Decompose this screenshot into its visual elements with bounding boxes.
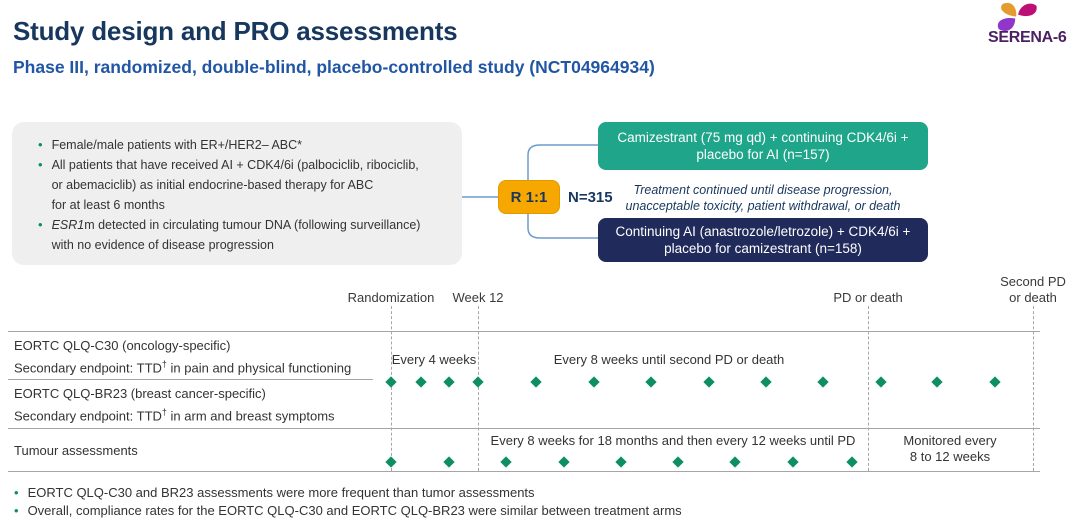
pro-marker-diamond <box>385 376 397 388</box>
milestone-label: Second PD or death <box>1000 274 1066 305</box>
milestone-dashed-line <box>1033 306 1034 471</box>
arm-camizestrant-box: Camizestrant (75 mg qd) + continuing CDK… <box>598 122 928 170</box>
tumour-marker-diamond <box>729 456 741 468</box>
milestone-dashed-line <box>868 306 869 471</box>
eligibility-bullet: • ESR1m detected in circulating tumour D… <box>38 215 454 255</box>
tumour-interval-label-2-line1: Monitored every <box>903 433 997 448</box>
pro-marker-diamond <box>443 376 455 388</box>
pro-marker-diamond <box>875 376 887 388</box>
footnote-text: EORTC QLQ-C30 and BR23 assessments were … <box>27 485 535 500</box>
tumour-marker-diamond <box>385 456 397 468</box>
table-border-top <box>8 331 1040 332</box>
pro-marker-diamond <box>931 376 943 388</box>
milestone-label: Randomization <box>347 290 435 305</box>
serena6-logo: SERENA-6 <box>980 2 1080 50</box>
pro-marker-diamond <box>530 376 542 388</box>
row-label-tumour: Tumour assessments <box>14 443 138 458</box>
pro-marker-diamond <box>472 376 484 388</box>
table-border-bottom <box>8 471 1040 472</box>
tumour-marker-diamond <box>615 456 627 468</box>
treatment-note-line2: unacceptable toxicity, patient withdrawa… <box>625 199 901 213</box>
logo-text: SERENA-6 <box>988 29 1067 46</box>
treatment-continuation-note: Treatment continued until disease progre… <box>598 182 928 214</box>
arm-control-line2: placebo for camizestrant (n=158) <box>664 241 862 256</box>
tumour-marker-diamond <box>787 456 799 468</box>
eligibility-bullet: • All patients that have received AI + C… <box>38 155 454 215</box>
arm-camizestrant-line2: placebo for AI (n=157) <box>696 147 830 162</box>
bullet-dot-icon: • <box>14 503 19 518</box>
milestone-dashed-line <box>478 306 479 471</box>
eligibility-bullet-text: ESR1m detected in circulating tumour DNA… <box>51 218 421 252</box>
eligibility-bullet: • Female/male patients with ER+/HER2– AB… <box>38 135 454 155</box>
row-label-line: EORTC QLQ-BR23 (breast cancer-specific) <box>14 386 266 401</box>
pro-marker-diamond <box>645 376 657 388</box>
bullet-dot-icon: • <box>38 137 43 152</box>
pro-marker-diamond <box>817 376 829 388</box>
pro-marker-diamond <box>989 376 1001 388</box>
bullet-dot-icon: • <box>38 157 43 172</box>
arm-control-line1: Continuing AI (anastrozole/letrozole) + … <box>615 224 911 239</box>
tumour-marker-diamond <box>558 456 570 468</box>
pro-marker-diamond <box>703 376 715 388</box>
treatment-note-line1: Treatment continued until disease progre… <box>633 183 893 197</box>
table-separator-left <box>8 379 373 380</box>
eligibility-panel: • Female/male patients with ER+/HER2– AB… <box>12 122 462 265</box>
row-label-line: EORTC QLQ-C30 (oncology-specific) <box>14 338 231 353</box>
eligibility-bullet-text: All patients that have received AI + CDK… <box>51 158 419 212</box>
milestone-label: Week 12 <box>452 290 504 305</box>
table-separator-full <box>8 428 1040 429</box>
milestone-dashed-line <box>391 306 392 471</box>
footnote-text: Overall, compliance rates for the EORTC … <box>27 503 682 518</box>
eligibility-bullet-text: Female/male patients with ER+/HER2– ABC* <box>51 138 303 152</box>
milestone-label: PD or death <box>833 290 903 305</box>
bullet-dot-icon: • <box>14 485 19 500</box>
tumour-marker-diamond <box>672 456 684 468</box>
page-title: Study design and PRO assessments <box>13 16 458 46</box>
pro-marker-diamond <box>588 376 600 388</box>
pro-marker-diamond <box>415 376 427 388</box>
tumour-marker-diamond <box>500 456 512 468</box>
bullet-dot-icon: • <box>38 217 43 232</box>
tumour-marker-diamond <box>443 456 455 468</box>
pro-interval-label-2: Every 8 weeks until second PD or death <box>553 352 785 367</box>
footnote: • Overall, compliance rates for the EORT… <box>14 502 682 519</box>
tumour-interval-label-1: Every 8 weeks for 18 months and then eve… <box>490 433 856 448</box>
n-total-label: N=315 <box>568 189 613 206</box>
pro-interval-label-1: Every 4 weeks <box>391 352 477 367</box>
footnote: • EORTC QLQ-C30 and BR23 assessments wer… <box>14 484 535 501</box>
page-subtitle: Phase III, randomized, double-blind, pla… <box>13 57 655 77</box>
row-label-line: Secondary endpoint: TTD† in pain and phy… <box>14 359 352 376</box>
tumour-interval-label-2: Monitored every 8 to 12 weeks <box>903 433 996 465</box>
pro-marker-diamond <box>760 376 772 388</box>
row-label-line: Secondary endpoint: TTD† in arm and brea… <box>14 407 335 424</box>
arm-camizestrant-line1: Camizestrant (75 mg qd) + continuing CDK… <box>617 130 909 145</box>
tumour-marker-diamond <box>846 456 858 468</box>
arm-control-box: Continuing AI (anastrozole/letrozole) + … <box>598 218 928 262</box>
randomization-box: R 1:1 <box>498 180 560 214</box>
row-label-qlq-br23: EORTC QLQ-BR23 (breast cancer-specific) … <box>14 384 335 425</box>
flower-icon <box>997 2 1037 31</box>
row-label-qlq-c30: EORTC QLQ-C30 (oncology-specific) Second… <box>14 336 351 377</box>
tumour-interval-label-2-line2: 8 to 12 weeks <box>909 449 991 464</box>
